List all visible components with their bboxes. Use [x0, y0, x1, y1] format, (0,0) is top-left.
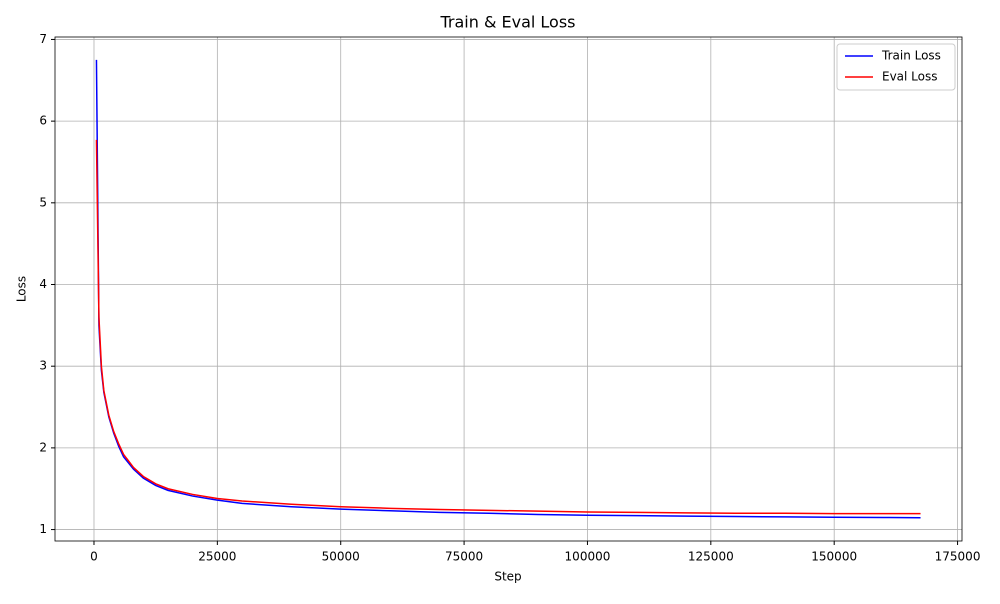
x-tick-label: 25000	[198, 550, 236, 564]
y-tick-label: 5	[39, 195, 47, 209]
x-tick-label: 50000	[322, 550, 360, 564]
y-tick-label: 1	[39, 522, 47, 536]
legend-label: Train Loss	[881, 49, 941, 63]
line-series	[95, 139, 921, 515]
x-tick-label: 150000	[811, 550, 857, 564]
x-tick-label: 75000	[445, 550, 483, 564]
y-axis-label: Loss	[15, 276, 29, 302]
y-tick-label: 3	[39, 359, 47, 373]
line-series	[95, 59, 921, 519]
y-tick-label: 4	[39, 277, 47, 291]
plot-frame	[54, 36, 963, 542]
x-axis-label: Step	[494, 570, 521, 584]
x-tick-label: 125000	[688, 550, 734, 564]
chart-title: Train & Eval Loss	[439, 13, 575, 32]
legend-label: Eval Loss	[882, 70, 938, 84]
x-tick-label: 0	[90, 550, 98, 564]
y-tick-label: 6	[39, 114, 47, 128]
x-tick-label: 100000	[565, 550, 611, 564]
y-tick-label: 7	[39, 32, 47, 46]
y-tick-label: 2	[39, 440, 47, 454]
x-tick-label: 175000	[935, 550, 981, 564]
